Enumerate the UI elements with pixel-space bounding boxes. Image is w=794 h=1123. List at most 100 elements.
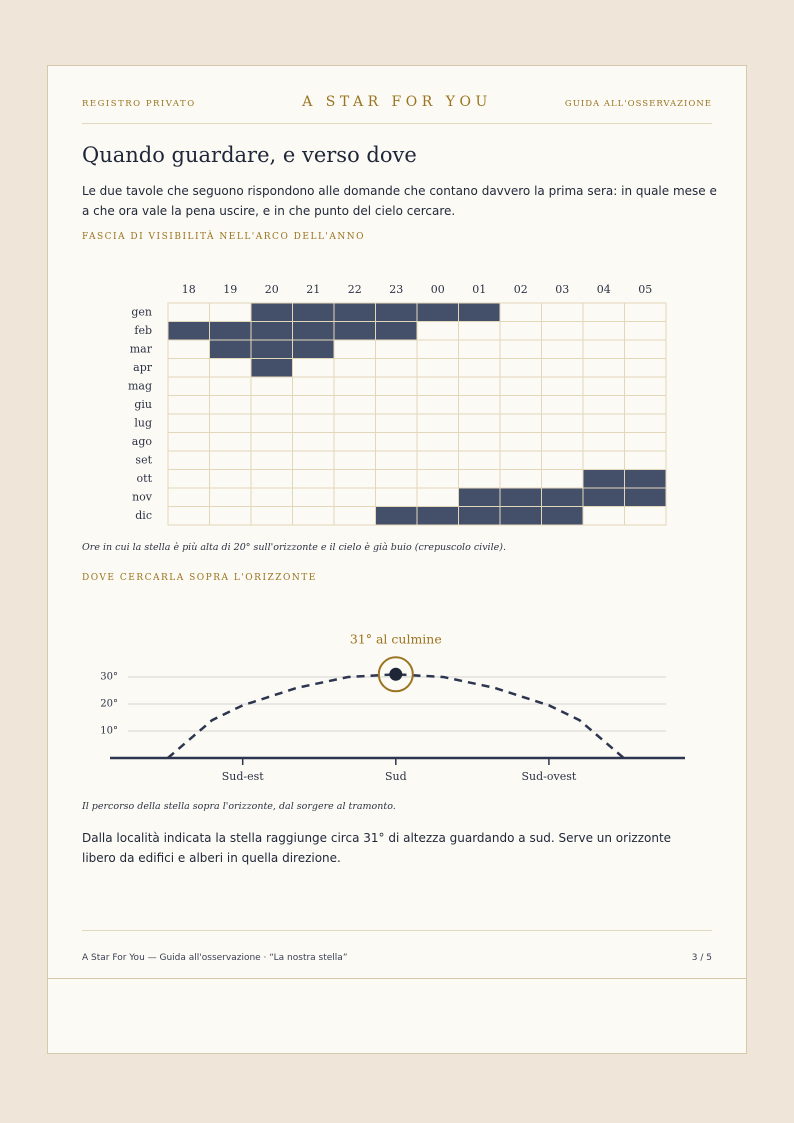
- column-label: 22: [348, 283, 362, 296]
- cell: [416, 487, 459, 507]
- x-tick-label: Sud-ovest: [522, 770, 577, 783]
- cell: [541, 413, 584, 433]
- footer-rule: [82, 930, 712, 931]
- cell: [541, 469, 584, 489]
- cell: [458, 469, 501, 489]
- cell: [250, 413, 293, 433]
- cell: [250, 395, 293, 415]
- cell: [209, 469, 252, 489]
- cell: [209, 302, 252, 322]
- cell: [292, 339, 335, 359]
- cell: [624, 413, 667, 433]
- cell: [582, 450, 625, 470]
- cell: [292, 487, 335, 507]
- cell: [499, 376, 542, 396]
- cell: [624, 469, 667, 489]
- cell: [209, 358, 252, 378]
- cell: [416, 450, 459, 470]
- cell: [416, 376, 459, 396]
- cell: [292, 395, 335, 415]
- cell: [458, 432, 501, 452]
- cell: [499, 339, 542, 359]
- cell: [458, 506, 501, 526]
- cell: [250, 469, 293, 489]
- cell: [292, 450, 335, 470]
- cell: [209, 432, 252, 452]
- intro: Le due tavole che seguono rispondono all…: [82, 184, 717, 218]
- cell: [541, 302, 584, 322]
- cell: [292, 358, 335, 378]
- cell: [499, 302, 542, 322]
- cell: [167, 302, 210, 322]
- row-label: gen: [131, 305, 152, 318]
- cell: [416, 358, 459, 378]
- star-path: [167, 673, 625, 759]
- cell: [167, 376, 210, 396]
- cell: [416, 321, 459, 341]
- cell: [250, 339, 293, 359]
- cell: [624, 358, 667, 378]
- cell: [167, 469, 210, 489]
- cell: [624, 450, 667, 470]
- cell: [375, 413, 418, 433]
- culmination-point: [389, 667, 403, 681]
- cell: [167, 321, 210, 341]
- x-tick-label: Sud: [385, 770, 407, 783]
- cell: [416, 395, 459, 415]
- header-center: A STAR FOR YOU: [302, 94, 492, 110]
- cell: [499, 358, 542, 378]
- cell: [624, 395, 667, 415]
- header-left: REGISTRO PRIVATO: [82, 99, 196, 109]
- cell: [292, 413, 335, 433]
- cell: [582, 395, 625, 415]
- cell: [499, 413, 542, 433]
- cell: [541, 376, 584, 396]
- cell: [582, 487, 625, 507]
- cell: [250, 487, 293, 507]
- caption: Il percorso della stella sopra l'orizzon…: [82, 801, 396, 812]
- cell: [541, 358, 584, 378]
- row-label: mag: [128, 379, 152, 392]
- cell: [250, 358, 293, 378]
- cell: [167, 358, 210, 378]
- cell: [167, 395, 210, 415]
- column-label: 18: [182, 283, 196, 296]
- header-right: GUIDA ALL'OSSERVAZIONE: [564, 99, 712, 109]
- title: Quando guardare, e verso dove: [82, 143, 417, 167]
- cell: [375, 487, 418, 507]
- cell: [416, 339, 459, 359]
- column-label: 04: [597, 283, 611, 296]
- cell: [250, 506, 293, 526]
- cell: [458, 321, 501, 341]
- y-tick-label: 10°: [100, 726, 118, 737]
- cell: [458, 450, 501, 470]
- cell: [458, 302, 501, 322]
- cell: [582, 358, 625, 378]
- cell: [582, 469, 625, 489]
- cell: [333, 358, 376, 378]
- row-label: giu: [134, 398, 152, 411]
- column-label: 02: [514, 283, 528, 296]
- cell: [499, 395, 542, 415]
- column-label: 23: [389, 283, 403, 296]
- row-label: set: [135, 453, 152, 466]
- cell: [167, 487, 210, 507]
- column-label: 03: [555, 283, 569, 296]
- cell: [416, 432, 459, 452]
- cell: [333, 302, 376, 322]
- cell: [333, 321, 376, 341]
- cell: [624, 506, 667, 526]
- column-label: 00: [431, 283, 445, 296]
- cell: [582, 302, 625, 322]
- cell: [416, 413, 459, 433]
- cell: [375, 376, 418, 396]
- row-label: apr: [133, 361, 153, 374]
- cell: [333, 395, 376, 415]
- cell: [624, 432, 667, 452]
- cell: [333, 339, 376, 359]
- cell: [624, 339, 667, 359]
- cell: [292, 376, 335, 396]
- cell: [250, 376, 293, 396]
